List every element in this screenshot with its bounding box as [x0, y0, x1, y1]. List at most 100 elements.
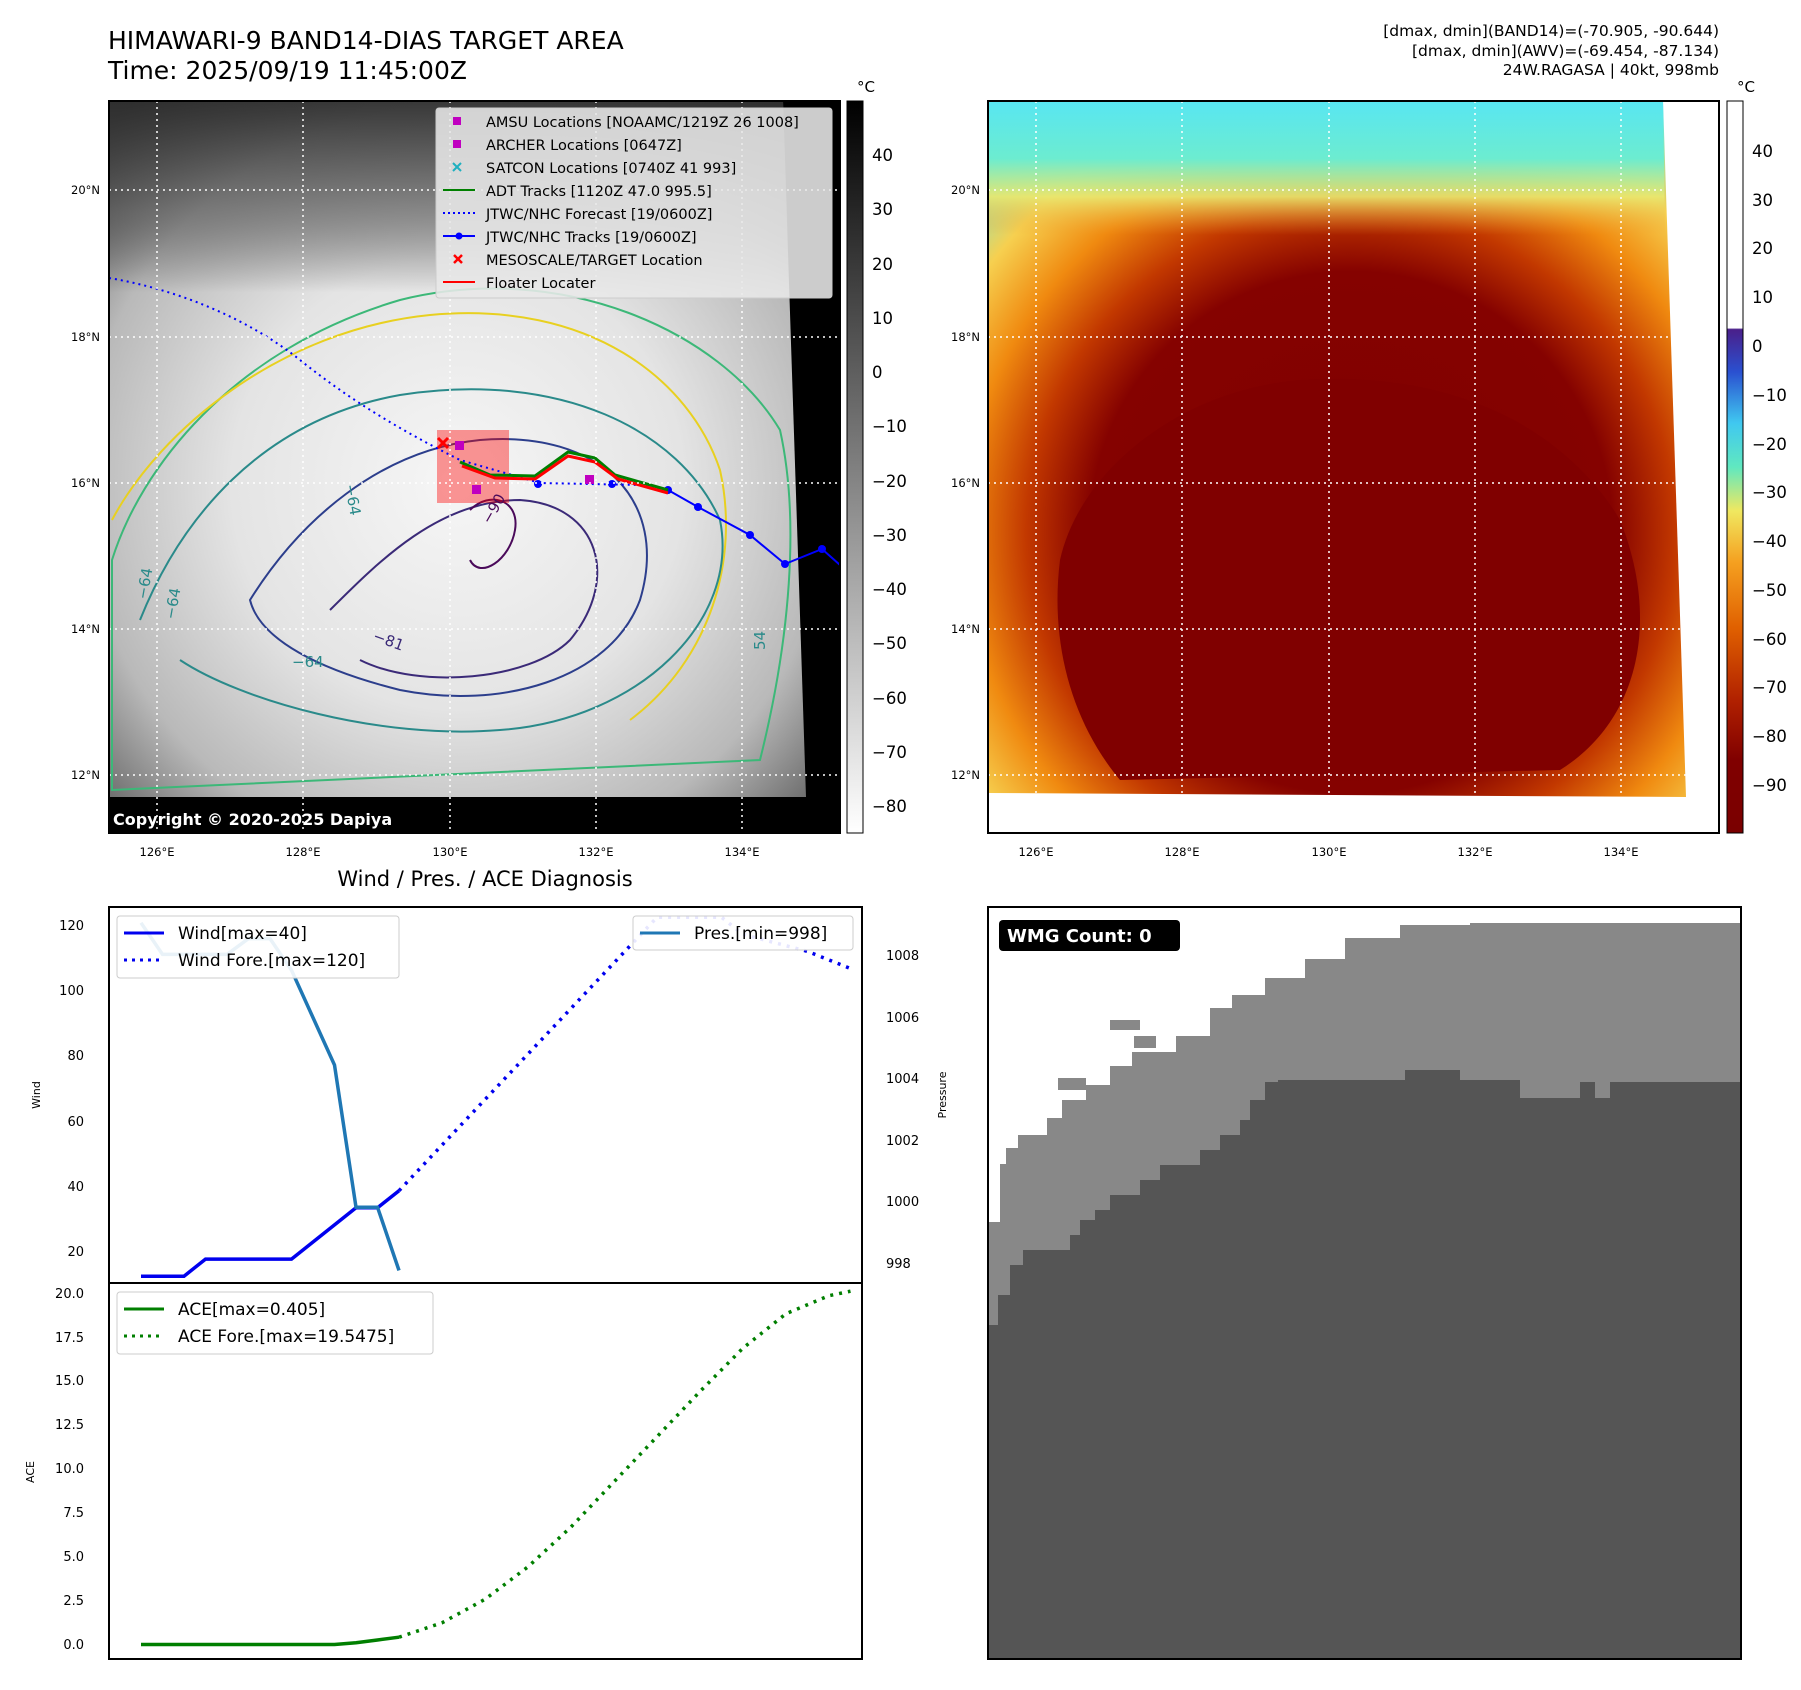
- ir-legend: AMSU Locations [NOAAMC/1219Z 26 1008] AR…: [435, 107, 833, 299]
- svg-text:20.0: 20.0: [55, 1287, 84, 1302]
- svg-text:1000: 1000: [886, 1195, 919, 1210]
- svg-text:0: 0: [1752, 337, 1763, 356]
- svg-text:40: 40: [67, 1180, 84, 1195]
- svg-text:16°N: 16°N: [951, 476, 980, 490]
- svg-text:−30: −30: [1752, 483, 1787, 502]
- legend-satcon-marker: [452, 162, 462, 172]
- series-line: [141, 1189, 401, 1278]
- storm-info: [dmax, dmin](BAND14)=(-70.905, -90.644) …: [1383, 22, 1719, 81]
- jtwc-track: [667, 489, 840, 566]
- target-marker: [436, 436, 450, 450]
- svg-text:18°N: 18°N: [71, 330, 100, 344]
- svg-text:134°E: 134°E: [1604, 845, 1639, 859]
- svg-text:Pres.[min=998]: Pres.[min=998]: [694, 924, 827, 944]
- contour-label: 54: [751, 631, 769, 650]
- svg-text:−60: −60: [1752, 630, 1787, 649]
- svg-text:−30: −30: [872, 526, 907, 545]
- legend-item: ARCHER Locations [0647Z]: [486, 138, 682, 154]
- svg-text:1004: 1004: [886, 1072, 919, 1087]
- awv-frame: [987, 100, 1720, 834]
- svg-text:°C: °C: [857, 78, 875, 96]
- svg-text:ACE[max=0.405]: ACE[max=0.405]: [178, 1300, 325, 1320]
- ir-lat-ticks: 20°N 18°N 16°N 14°N 12°N: [71, 183, 100, 782]
- diagnosis-panel: Wind / Pres. / ACE Diagnosis 120 100 80 …: [24, 867, 949, 1660]
- series-line: [141, 1635, 400, 1647]
- brightness-contours: [111, 287, 792, 792]
- svg-text:998: 998: [886, 1257, 911, 1272]
- legend-item: MESOSCALE/TARGET Location: [486, 253, 703, 269]
- svg-text:126°E: 126°E: [1019, 845, 1054, 859]
- svg-text:15.0: 15.0: [55, 1374, 84, 1389]
- info-line-2: [dmax, dmin](AWV)=(-69.454, -87.134): [1412, 41, 1719, 60]
- svg-text:−70: −70: [872, 743, 907, 762]
- info-line-3: 24W.RAGASA | 40kt, 998mb: [1502, 61, 1719, 79]
- jtwc-forecast-track: [109, 277, 669, 491]
- svg-text:130°E: 130°E: [433, 845, 468, 859]
- svg-text:12.5: 12.5: [55, 1418, 84, 1433]
- wmg-panel: WMG Count: 0: [987, 906, 1742, 1660]
- legend-item: AMSU Locations [NOAAMC/1219Z 26 1008]: [486, 115, 799, 131]
- svg-text:128°E: 128°E: [286, 845, 321, 859]
- pressure-yticks: 1008 1006 1004 1002 1000 998: [886, 949, 919, 1272]
- copyright-text: Copyright © 2020-2025 Dapiya: [113, 810, 392, 829]
- series-line: [398, 1289, 851, 1639]
- svg-text:120: 120: [59, 919, 84, 934]
- ace-legend: ACE[max=0.405] ACE Fore.[max=19.5475]: [116, 1291, 434, 1355]
- svg-text:20°N: 20°N: [951, 183, 980, 197]
- contour-label: −64: [341, 483, 364, 517]
- ir-map-panel: −64 −64 −64 −81 −64 54 −90 Copyright © 2…: [71, 78, 907, 859]
- svg-text:12°N: 12°N: [951, 768, 980, 782]
- wmg-badge: [999, 920, 1180, 951]
- jtwc-track-points: [534, 480, 826, 568]
- svg-text:−70: −70: [1752, 678, 1787, 697]
- svg-text:2.5: 2.5: [63, 1594, 84, 1609]
- svg-text:80: 80: [67, 1049, 84, 1064]
- figure-title: HIMAWARI-9 BAND14-DIAS TARGET AREA Time:…: [108, 26, 624, 86]
- svg-text:0.0: 0.0: [63, 1638, 84, 1653]
- pressure-legend: Pres.[min=998]: [632, 915, 854, 951]
- svg-text:17.5: 17.5: [55, 1331, 84, 1346]
- awv-map-panel: 20°N 18°N 16°N 14°N 12°N 126°E 128°E 130…: [951, 78, 1787, 859]
- svg-text:40: 40: [1752, 142, 1773, 161]
- contour-label-group: −64 −64 −64 −81 −64 54 −90: [133, 483, 769, 671]
- svg-text:10: 10: [872, 309, 893, 328]
- svg-text:132°E: 132°E: [579, 845, 614, 859]
- ir-lon-ticks: 126°E 128°E 130°E 132°E 134°E: [140, 845, 760, 859]
- svg-text:1002: 1002: [886, 1134, 919, 1149]
- info-line-1: [dmax, dmin](BAND14)=(-70.905, -90.644): [1383, 22, 1719, 40]
- svg-text:−20: −20: [872, 472, 907, 491]
- svg-text:−50: −50: [872, 634, 907, 653]
- amsu-marker: [455, 441, 464, 450]
- svg-text:Wind[max=40]: Wind[max=40]: [178, 924, 307, 944]
- svg-text:30: 30: [1752, 191, 1773, 210]
- svg-text:1006: 1006: [886, 1011, 919, 1026]
- svg-text:134°E: 134°E: [725, 845, 760, 859]
- ir-frame: [108, 100, 841, 834]
- svg-text:−40: −40: [872, 580, 907, 599]
- svg-text:130°E: 130°E: [1312, 845, 1347, 859]
- svg-text:18°N: 18°N: [951, 330, 980, 344]
- svg-text:20: 20: [67, 1245, 84, 1260]
- contour-label: −64: [292, 653, 324, 671]
- svg-text:°C: °C: [1737, 78, 1755, 96]
- ace-axes: [108, 1282, 863, 1660]
- series-line: [397, 915, 852, 1192]
- legend-item: JTWC/NHC Tracks [19/0600Z]: [485, 230, 697, 246]
- svg-text:20: 20: [1752, 239, 1773, 258]
- svg-text:5.0: 5.0: [63, 1550, 84, 1565]
- svg-text:30: 30: [872, 200, 893, 219]
- ace-yticks: 20.0 17.5 15.0 12.5 10.0 7.5 5.0 2.5 0.0: [55, 1287, 84, 1653]
- wind-yticks: 120 100 80 60 40 20: [59, 919, 84, 1260]
- svg-text:−90: −90: [1752, 776, 1787, 795]
- awv-colorbar-ticks: 40 30 20 10 0 −10 −20 −30 −40 −50 −60 −7…: [1752, 142, 1787, 795]
- title-line-1: HIMAWARI-9 BAND14-DIAS TARGET AREA: [108, 26, 624, 55]
- svg-text:−60: −60: [872, 689, 907, 708]
- legend-item: ADT Tracks [1120Z 47.0 995.5]: [486, 184, 712, 200]
- legend-item: JTWC/NHC Forecast [19/0600Z]: [485, 207, 712, 223]
- diagnosis-title: Wind / Pres. / ACE Diagnosis: [337, 867, 632, 891]
- svg-text:−50: −50: [1752, 581, 1787, 600]
- wmg-frame: [987, 906, 1742, 1660]
- svg-text:40: 40: [872, 146, 893, 165]
- ir-colorbar-ticks: 40 30 20 10 0 −10 −20 −30 −40 −50 −60 −7…: [872, 146, 907, 816]
